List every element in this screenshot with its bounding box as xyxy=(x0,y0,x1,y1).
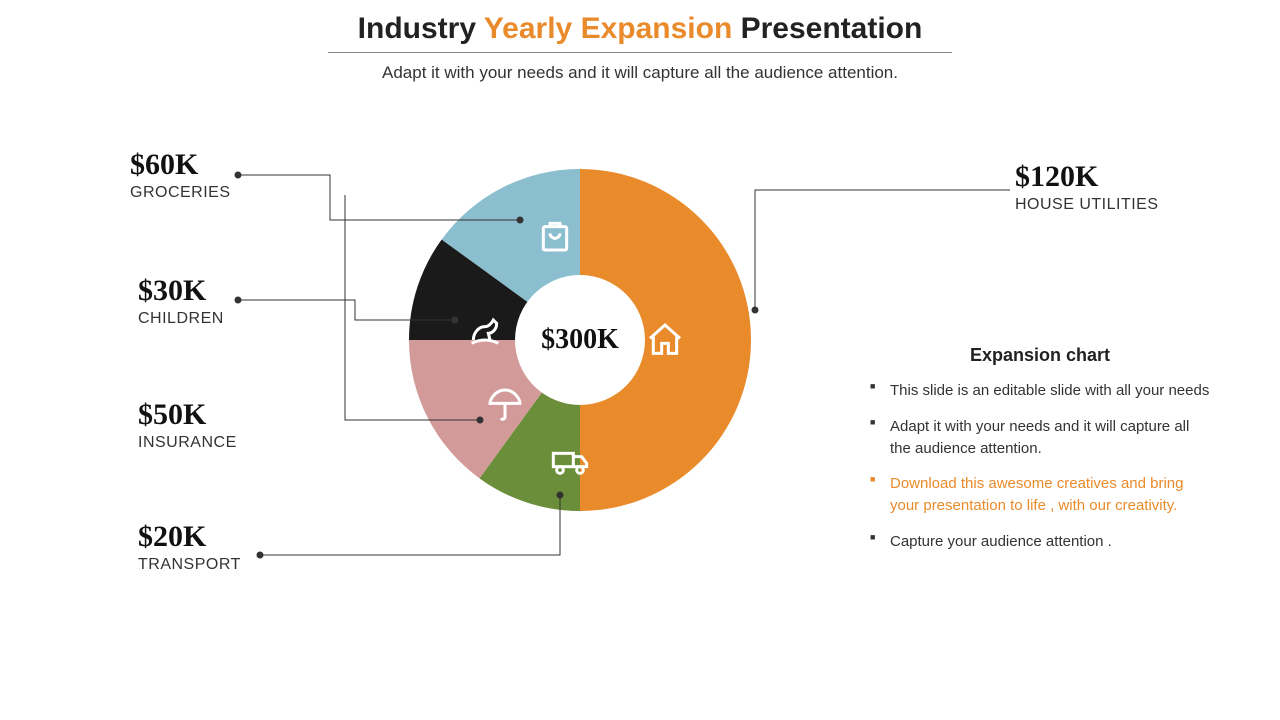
donut-center-value: $300K xyxy=(515,275,645,405)
callout-value: $30K xyxy=(138,274,224,308)
callout-value: $20K xyxy=(138,520,241,554)
horse-icon xyxy=(465,310,505,350)
callout-children: $30K CHILDREN xyxy=(138,274,224,328)
umbrella-icon xyxy=(485,385,525,425)
expansion-chart-box: Expansion chart This slide is an editabl… xyxy=(870,345,1210,567)
callout-value: $120K xyxy=(1015,160,1159,194)
truck-icon xyxy=(550,440,590,480)
callout-insurance: $50K INSURANCE xyxy=(138,398,237,452)
title-accent: Yearly Expansion xyxy=(484,12,732,45)
header: Industry Yearly Expansion Presentation A… xyxy=(0,0,1280,83)
callout-value: $60K xyxy=(130,148,231,182)
callout-name: TRANSPORT xyxy=(138,556,241,574)
callout-name: INSURANCE xyxy=(138,434,237,452)
list-item: This slide is an editable slide with all… xyxy=(870,380,1210,402)
callout-groceries: $60K GROCERIES xyxy=(130,148,231,202)
title-part2: Presentation xyxy=(732,12,922,45)
list-item: Adapt it with your needs and it will cap… xyxy=(870,416,1210,460)
callout-house-utilities: $120K HOUSE UTILITIES xyxy=(1015,160,1159,214)
callout-transport: $20K TRANSPORT xyxy=(138,520,241,574)
callout-name: HOUSE UTILITIES xyxy=(1015,196,1159,214)
sidebox-title: Expansion chart xyxy=(870,345,1210,366)
bag-icon xyxy=(535,215,575,255)
donut-chart: $300K xyxy=(400,160,760,520)
callout-name: CHILDREN xyxy=(138,310,224,328)
house-icon xyxy=(645,320,685,360)
sidebox-list: This slide is an editable slide with all… xyxy=(870,380,1210,553)
list-item: Download this awesome creatives and brin… xyxy=(870,473,1210,517)
title-part1: Industry xyxy=(358,12,484,45)
callout-name: GROCERIES xyxy=(130,184,231,202)
page-title: Industry Yearly Expansion Presentation xyxy=(328,12,953,53)
callout-value: $50K xyxy=(138,398,237,432)
list-item: Capture your audience attention . xyxy=(870,531,1210,553)
subtitle: Adapt it with your needs and it will cap… xyxy=(0,63,1280,83)
